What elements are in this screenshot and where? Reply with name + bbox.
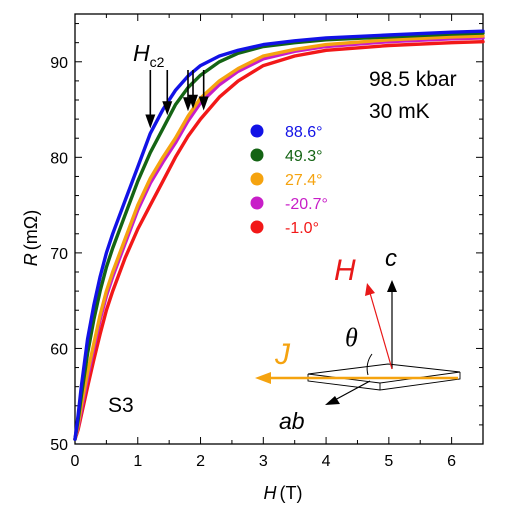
hc2-arrowhead	[188, 94, 199, 109]
series-lines	[73, 29, 485, 441]
series-line	[73, 40, 485, 441]
y-tick-label: 90	[50, 55, 68, 72]
x-tick-label: 0	[71, 453, 80, 470]
y-tick-label: 60	[50, 341, 68, 358]
y-tick-label: 70	[50, 246, 68, 263]
geometry-diagram: H c θ J ab	[255, 245, 461, 434]
legend-label: -20.7°	[285, 196, 328, 213]
axes	[74, 13, 484, 445]
current-arrowhead	[255, 372, 271, 384]
diagram-ab-label: ab	[279, 408, 305, 434]
legend-marker	[250, 172, 264, 186]
legend-label: 49.3°	[285, 148, 323, 165]
sample-annotation: S3	[108, 394, 134, 417]
y-axis-label: R(mΩ)	[21, 210, 41, 266]
ab-axis-arrowhead	[325, 396, 340, 405]
hc2-arrowhead	[198, 96, 209, 111]
diagram-H-label: H	[334, 254, 356, 287]
legend-label: -1.0°	[285, 220, 319, 237]
theta-arc	[366, 353, 373, 376]
series-line	[73, 31, 485, 441]
legend-label: 88.6°	[285, 124, 323, 141]
legend-label: 27.4°	[285, 172, 323, 189]
diagram-J-label: J	[274, 338, 291, 371]
legend-marker	[250, 124, 264, 138]
y-tick-label: 80	[50, 150, 68, 167]
temperature-annotation: 30 mK	[369, 100, 430, 123]
legend-marker	[250, 220, 264, 234]
x-tick-label: 6	[447, 453, 456, 470]
pressure-annotation: 98.5 kbar	[369, 68, 457, 91]
field-line	[369, 292, 393, 370]
hc2-arrowhead	[145, 114, 156, 129]
x-tick-label: 3	[259, 453, 268, 470]
plot-frame	[74, 13, 484, 445]
sample-slab-top	[307, 363, 461, 384]
tick-labels: 0 1 2 3 4 5 6 50 60 70 80 90	[50, 55, 456, 470]
c-axis-arrowhead	[387, 280, 397, 292]
field-arrowhead	[365, 283, 375, 296]
diagram-c-label: c	[385, 245, 397, 272]
x-tick-label: 5	[384, 453, 393, 470]
legend: 88.6° 49.3° 27.4° -20.7° -1.0°	[250, 124, 328, 237]
diagram-theta-label: θ	[345, 323, 358, 352]
hc2-label: Hc2	[133, 40, 165, 70]
hc2-arrows	[145, 70, 209, 129]
x-tick-label: 2	[196, 453, 205, 470]
legend-marker	[250, 148, 264, 162]
hc2-arrowhead	[162, 101, 173, 116]
x-tick-label: 4	[322, 453, 331, 470]
x-axis-label: H (T)	[264, 483, 303, 503]
y-tick-label: 50	[50, 437, 68, 454]
x-tick-label: 1	[133, 453, 142, 470]
legend-marker	[250, 196, 264, 210]
series-line	[73, 29, 485, 441]
ab-axis-line	[332, 380, 371, 402]
series-line	[73, 34, 485, 441]
